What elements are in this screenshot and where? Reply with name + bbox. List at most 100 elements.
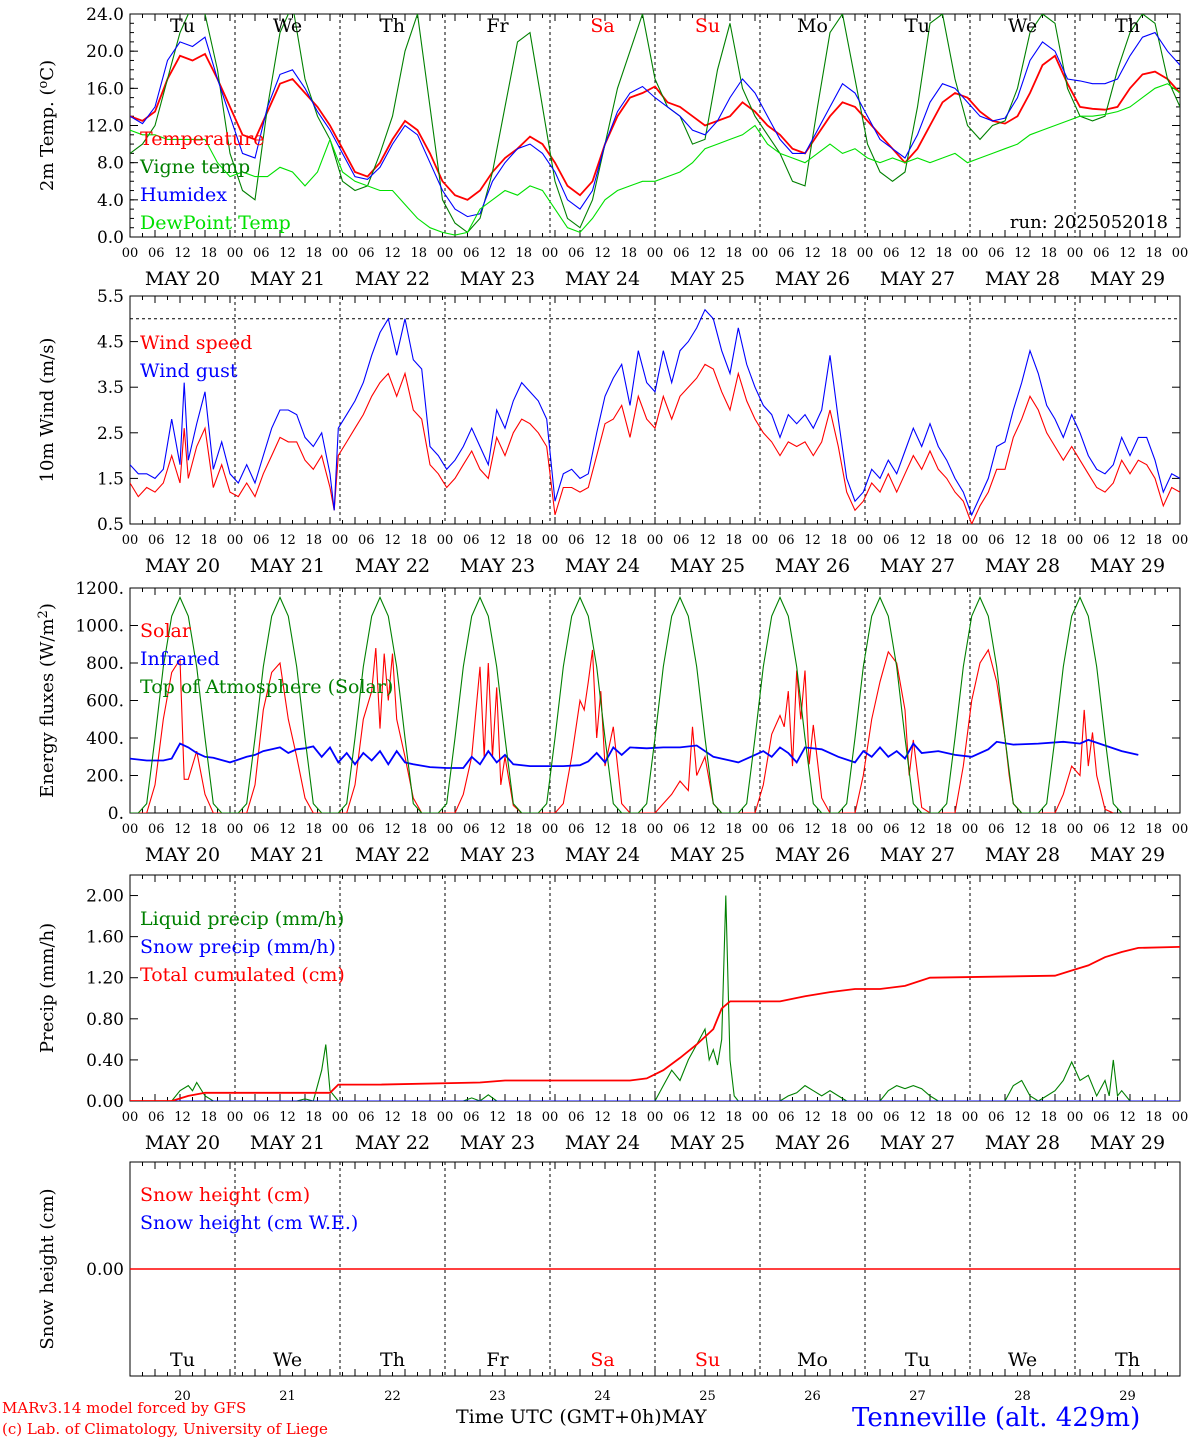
legend-entry: DewPoint Temp xyxy=(140,212,291,234)
y-tick-label: 0.00 xyxy=(86,1260,124,1280)
y-tick-label: 1000. xyxy=(75,617,124,637)
hour-tick-label: 18 xyxy=(725,533,742,548)
hour-tick-label: 18 xyxy=(515,822,532,837)
y-tick-label: 1.20 xyxy=(86,969,124,989)
hour-tick-label: 06 xyxy=(673,1110,690,1125)
series-line-top-of-atmosphere-solar- xyxy=(130,596,1123,813)
y-tick-label: 16.0 xyxy=(86,79,124,99)
hour-tick-label: 12 xyxy=(804,246,821,261)
hour-tick-label: 06 xyxy=(568,822,585,837)
y-tick-label: 200. xyxy=(86,767,124,787)
series-line-wind-gust xyxy=(130,308,1180,517)
hour-tick-label: 06 xyxy=(1093,822,1110,837)
hour-tick-label: 18 xyxy=(1040,1110,1057,1125)
y-tick-label: 0.00 xyxy=(86,1092,124,1112)
hour-tick-label: 18 xyxy=(1040,533,1057,548)
hour-tick-label: 18 xyxy=(410,246,427,261)
hour-tick-label: 00 xyxy=(122,822,139,837)
day-abbr: Tu xyxy=(170,15,195,37)
hour-tick-label: 12 xyxy=(489,1110,506,1125)
legend-entry: Snow height (cm W.E.) xyxy=(140,1212,358,1234)
date-label: MAY 24 xyxy=(565,555,640,577)
hour-tick-label: 06 xyxy=(358,822,375,837)
date-label: MAY 26 xyxy=(775,555,850,577)
date-label: MAY 25 xyxy=(670,268,745,290)
hour-tick-label: 00 xyxy=(752,533,769,548)
hour-tick-label: 18 xyxy=(620,822,637,837)
hour-tick-label: 18 xyxy=(830,1110,847,1125)
date-label: MAY 29 xyxy=(1090,844,1165,866)
hour-tick-label: 06 xyxy=(673,533,690,548)
hour-tick-label: 12 xyxy=(699,1110,716,1125)
legend-entry: Solar xyxy=(140,620,192,642)
hour-tick-label: 00 xyxy=(437,1110,454,1125)
hour-tick-label: 18 xyxy=(1145,246,1162,261)
hour-tick-label: 00 xyxy=(227,533,244,548)
hour-tick-label: 12 xyxy=(804,822,821,837)
hour-tick-label: 00 xyxy=(437,822,454,837)
unit: C) xyxy=(37,60,58,81)
date-label: MAY 24 xyxy=(565,1132,640,1154)
y-tick-label: 2.00 xyxy=(86,887,124,907)
hour-tick-label: 06 xyxy=(463,1110,480,1125)
hour-tick-label: 00 xyxy=(227,1110,244,1125)
date-label: MAY 25 xyxy=(670,1132,745,1154)
day-number: 21 xyxy=(279,1389,296,1404)
date-label: MAY 21 xyxy=(250,268,325,290)
panel-wind: 0.5 1.5 2.5 3.5 4.5 5.5 10m Wind (m/s) Wind spe… xyxy=(37,287,1188,577)
y-tick-label: 4.5 xyxy=(97,333,124,353)
y-tick-label: 800. xyxy=(86,654,124,674)
y-tick-label: 8.0 xyxy=(97,154,124,174)
date-label: MAY 28 xyxy=(985,844,1060,866)
panel-energy: 0. 200. 400. 600. 800. 1000. 1200. Energy fluxe… xyxy=(36,579,1188,866)
hour-tick-label: 06 xyxy=(778,246,795,261)
hour-tick-label: 12 xyxy=(384,533,401,548)
hour-tick-label: 00 xyxy=(647,1110,664,1125)
hour-tick-label: 12 xyxy=(279,246,296,261)
hour-tick-label: 00 xyxy=(437,533,454,548)
hour-tick-label: 18 xyxy=(1040,822,1057,837)
hour-tick-label: 00 xyxy=(1067,822,1084,837)
hour-tick-label: 06 xyxy=(1093,533,1110,548)
hour-tick-label: 12 xyxy=(909,533,926,548)
hour-tick-label: 12 xyxy=(1014,1110,1031,1125)
hour-tick-label: 00 xyxy=(1172,533,1189,548)
y-tick-label: 600. xyxy=(86,692,124,712)
hour-tick-label: 06 xyxy=(358,246,375,261)
hour-tick-label: 18 xyxy=(515,246,532,261)
hour-tick-label: 06 xyxy=(778,822,795,837)
y-tick-label: 0.5 xyxy=(97,515,124,535)
y-tick-label: 24.0 xyxy=(86,5,124,25)
hour-tick-label: 00 xyxy=(122,246,139,261)
date-label: MAY 22 xyxy=(355,844,430,866)
hour-tick-label: 06 xyxy=(988,246,1005,261)
hour-tick-label: 18 xyxy=(305,822,322,837)
hour-tick-label: 06 xyxy=(673,822,690,837)
hour-tick-label: 18 xyxy=(515,1110,532,1125)
hour-tick-label: 06 xyxy=(148,533,165,548)
hour-tick-label: 18 xyxy=(305,533,322,548)
hour-tick-label: 06 xyxy=(463,533,480,548)
day-number: 27 xyxy=(909,1389,926,1404)
date-label: MAY 27 xyxy=(880,844,955,866)
hour-tick-label: 00 xyxy=(962,1110,979,1125)
y-tick-label: 400. xyxy=(86,729,124,749)
hour-tick-label: 12 xyxy=(174,822,191,837)
hour-tick-label: 12 xyxy=(489,533,506,548)
hour-tick-label: 12 xyxy=(1014,246,1031,261)
y-tick-label: 12.0 xyxy=(86,117,124,137)
y-axis-label: Energy fluxes (W/m2) xyxy=(36,603,58,798)
hour-tick-label: 12 xyxy=(279,533,296,548)
series-line-vigne-temp xyxy=(130,14,1180,234)
hour-tick-label: 00 xyxy=(542,1110,559,1125)
day-number: 28 xyxy=(1014,1389,1031,1404)
y-tick-label: 20.0 xyxy=(86,42,124,62)
hour-tick-label: 00 xyxy=(1172,1110,1189,1125)
date-label: MAY 20 xyxy=(145,1132,220,1154)
date-label: MAY 22 xyxy=(355,268,430,290)
hour-tick-label: 18 xyxy=(200,822,217,837)
series-line-solar xyxy=(130,647,1114,813)
hour-tick-label: 12 xyxy=(1119,822,1136,837)
hour-tick-label: 18 xyxy=(620,246,637,261)
date-label: MAY 26 xyxy=(775,268,850,290)
